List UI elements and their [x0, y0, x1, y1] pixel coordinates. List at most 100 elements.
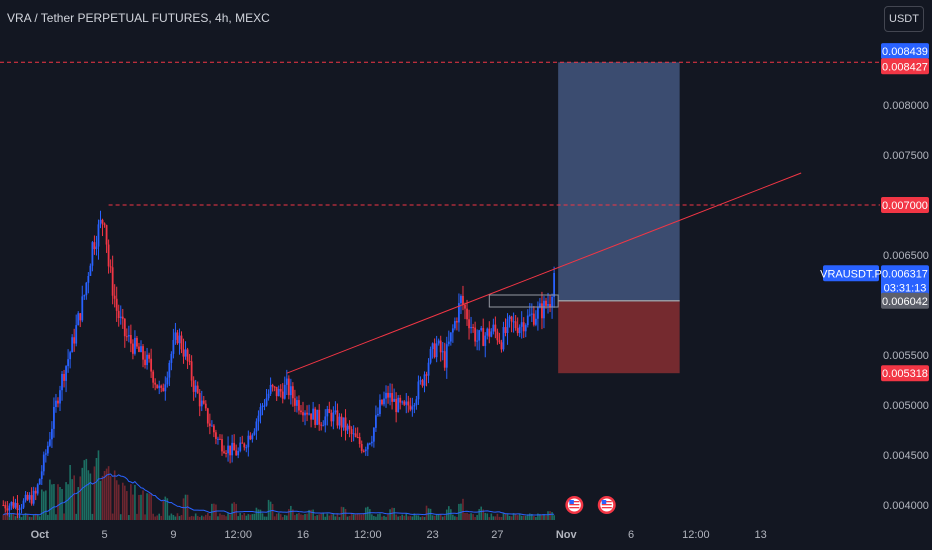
candle[interactable] — [158, 380, 161, 395]
candle[interactable] — [478, 329, 481, 351]
candle[interactable] — [322, 420, 325, 427]
candle[interactable] — [488, 321, 491, 344]
candle[interactable] — [328, 401, 331, 414]
candle[interactable] — [164, 376, 167, 401]
candle[interactable] — [537, 301, 539, 331]
candle[interactable] — [235, 444, 238, 456]
candle[interactable] — [125, 328, 128, 342]
candle[interactable] — [156, 384, 159, 389]
candle[interactable] — [190, 355, 193, 387]
candle[interactable] — [136, 335, 138, 349]
candle[interactable] — [233, 434, 236, 451]
candle[interactable] — [154, 378, 157, 391]
candle[interactable] — [51, 421, 53, 448]
candle[interactable] — [239, 436, 242, 453]
candle[interactable] — [421, 378, 424, 388]
candle[interactable] — [198, 389, 201, 417]
candle[interactable] — [389, 383, 391, 406]
candle[interactable] — [271, 383, 274, 392]
candle[interactable] — [375, 405, 377, 432]
candle[interactable] — [32, 486, 35, 506]
candle[interactable] — [332, 406, 335, 430]
candle[interactable] — [330, 409, 333, 427]
candle[interactable] — [443, 342, 446, 371]
candle[interactable] — [419, 376, 422, 385]
candle[interactable] — [498, 332, 501, 345]
candle[interactable] — [453, 317, 456, 331]
candle[interactable] — [296, 396, 298, 413]
candle[interactable] — [213, 424, 215, 438]
candle[interactable] — [227, 436, 229, 462]
candle[interactable] — [298, 395, 300, 415]
candle[interactable] — [484, 332, 487, 358]
candle[interactable] — [308, 404, 310, 416]
candle[interactable] — [200, 390, 203, 412]
candle[interactable] — [85, 281, 88, 300]
candle[interactable] — [146, 347, 148, 370]
candle[interactable] — [474, 321, 477, 347]
candle[interactable] — [142, 344, 144, 368]
candle[interactable] — [107, 239, 110, 274]
candle[interactable] — [300, 405, 302, 415]
candle[interactable] — [53, 397, 55, 438]
candle[interactable] — [289, 378, 292, 405]
candle[interactable] — [338, 413, 341, 430]
us-flag-icon[interactable] — [597, 496, 616, 514]
candle[interactable] — [4, 501, 7, 513]
candle[interactable] — [350, 426, 353, 442]
candle[interactable] — [551, 293, 553, 319]
candle[interactable] — [20, 504, 23, 514]
candle[interactable] — [121, 308, 124, 329]
candle[interactable] — [255, 418, 258, 440]
candle[interactable] — [247, 430, 250, 457]
candle[interactable] — [129, 324, 132, 353]
candle[interactable] — [462, 285, 464, 311]
candle[interactable] — [445, 336, 448, 379]
candle[interactable] — [89, 263, 92, 277]
candle[interactable] — [372, 427, 375, 448]
candle[interactable] — [180, 331, 183, 354]
candle[interactable] — [510, 315, 513, 333]
candle[interactable] — [152, 369, 155, 389]
candle[interactable] — [241, 435, 244, 444]
candle[interactable] — [480, 325, 483, 332]
candle[interactable] — [150, 348, 153, 378]
candle[interactable] — [494, 316, 497, 339]
candle[interactable] — [223, 445, 225, 454]
candle[interactable] — [168, 360, 171, 386]
candle[interactable] — [22, 498, 25, 510]
candle[interactable] — [287, 375, 290, 400]
candle[interactable] — [460, 294, 462, 315]
candle[interactable] — [2, 500, 5, 507]
candle[interactable] — [411, 397, 414, 417]
candle[interactable] — [417, 375, 420, 405]
candle[interactable] — [87, 272, 90, 294]
candle[interactable] — [502, 321, 505, 352]
candle[interactable] — [6, 500, 9, 516]
candle[interactable] — [263, 399, 266, 411]
candle[interactable] — [543, 295, 545, 329]
candle[interactable] — [401, 400, 404, 405]
candle[interactable] — [320, 422, 323, 431]
candle[interactable] — [95, 235, 98, 256]
candle[interactable] — [395, 392, 398, 423]
range-box[interactable] — [488, 294, 559, 308]
candle[interactable] — [12, 496, 15, 510]
candle[interactable] — [217, 436, 219, 445]
candle[interactable] — [24, 491, 27, 503]
candle[interactable] — [294, 389, 296, 412]
candle[interactable] — [340, 413, 343, 437]
candle[interactable] — [215, 429, 217, 445]
candle[interactable] — [377, 407, 379, 417]
candle[interactable] — [379, 394, 381, 417]
candle[interactable] — [38, 478, 41, 485]
candle[interactable] — [500, 339, 503, 353]
candle[interactable] — [368, 442, 371, 446]
candle[interactable] — [166, 371, 169, 388]
candle[interactable] — [202, 395, 205, 405]
candle[interactable] — [225, 450, 227, 458]
candle[interactable] — [44, 449, 47, 463]
candle[interactable] — [221, 434, 223, 456]
candle[interactable] — [16, 495, 19, 519]
